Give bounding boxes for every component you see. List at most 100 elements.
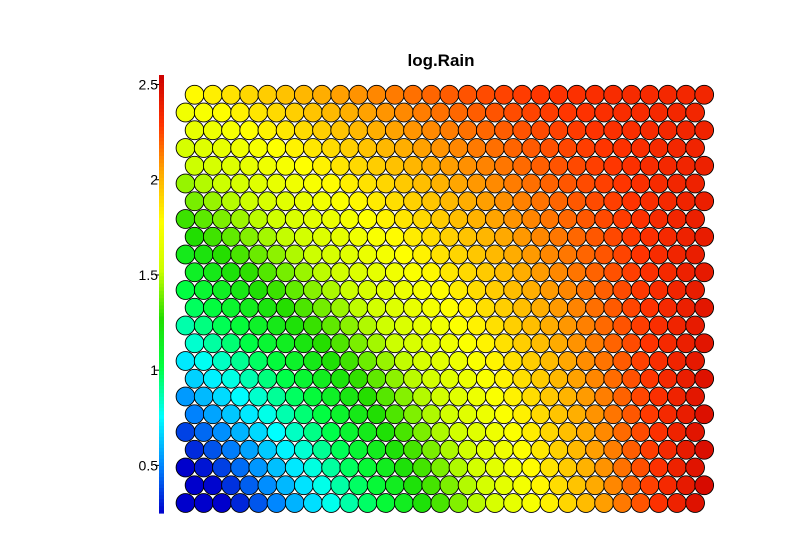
hex-cell bbox=[212, 244, 232, 265]
hex-cell bbox=[184, 475, 205, 496]
hex-cell bbox=[694, 297, 715, 318]
hex-cell bbox=[621, 120, 642, 141]
colorbar-segment bbox=[159, 118, 164, 124]
colorbar-segment bbox=[159, 210, 164, 215]
hex-cell bbox=[448, 315, 469, 336]
colorbar-tick-label: 1 bbox=[150, 362, 158, 378]
hex-cell bbox=[321, 422, 341, 442]
colorbar-segment bbox=[159, 348, 164, 353]
hex-cell bbox=[621, 404, 642, 425]
hex-cell bbox=[412, 386, 432, 407]
hex-cell bbox=[357, 138, 378, 158]
hex-cell bbox=[284, 422, 305, 442]
hex-cell bbox=[412, 209, 432, 229]
hex-cell bbox=[576, 386, 596, 407]
hex-cell bbox=[184, 191, 205, 212]
hex-cell bbox=[448, 386, 469, 407]
hex-cell bbox=[485, 422, 505, 442]
colorbar-segment bbox=[159, 472, 164, 478]
hex-cell bbox=[530, 84, 551, 105]
hex-cell bbox=[603, 262, 624, 283]
colorbar-segment bbox=[159, 341, 164, 346]
hex-cell bbox=[275, 439, 296, 460]
hex-cell bbox=[266, 280, 287, 300]
hex-cell bbox=[485, 280, 505, 300]
hex-cell bbox=[366, 191, 387, 212]
hex-cell bbox=[475, 368, 496, 389]
hex-cell bbox=[266, 244, 287, 265]
hex-cell bbox=[202, 475, 223, 496]
hex-cell bbox=[685, 457, 705, 478]
hex-cell bbox=[330, 368, 351, 389]
hex-cell bbox=[512, 262, 533, 283]
hex-cell bbox=[603, 191, 624, 212]
hex-cell bbox=[202, 262, 223, 283]
hex-cell bbox=[348, 368, 369, 389]
hex-cell bbox=[639, 439, 660, 460]
colorbar-segment bbox=[159, 403, 164, 408]
hex-cell bbox=[603, 297, 624, 318]
colorbar-segment bbox=[159, 374, 164, 379]
hex-cell bbox=[566, 439, 587, 460]
hex-cell bbox=[630, 422, 651, 442]
hex-cell bbox=[230, 280, 250, 300]
hex-cell bbox=[557, 173, 578, 194]
hex-cell bbox=[667, 493, 687, 513]
hex-cell bbox=[303, 244, 323, 265]
hex-cell bbox=[503, 351, 523, 371]
colorbar-segment bbox=[159, 294, 164, 299]
hex-cell bbox=[657, 368, 678, 389]
colorbar-segment bbox=[159, 330, 164, 335]
hex-cell bbox=[248, 244, 269, 265]
hex-cell bbox=[676, 226, 696, 247]
hex-cell bbox=[576, 457, 596, 478]
hex-cell bbox=[230, 493, 250, 513]
colorbar-segment bbox=[159, 421, 164, 426]
hex-cell bbox=[175, 457, 196, 478]
hex-cell bbox=[530, 120, 551, 141]
hex-cell bbox=[193, 493, 214, 513]
colorbar-segment bbox=[159, 297, 164, 302]
hex-cell bbox=[303, 280, 323, 300]
hex-cell bbox=[430, 457, 451, 478]
hex-cell bbox=[394, 209, 414, 229]
hex-cell bbox=[603, 84, 624, 105]
hex-cell bbox=[193, 280, 214, 300]
colorbar-segment bbox=[159, 337, 164, 343]
hex-cell bbox=[403, 475, 423, 496]
hex-cell bbox=[594, 138, 614, 158]
hex-cell bbox=[394, 315, 414, 336]
hex-cell bbox=[303, 493, 323, 513]
hex-cell bbox=[594, 493, 614, 513]
colorbar-segment bbox=[159, 268, 164, 273]
colorbar-segment bbox=[159, 104, 164, 109]
hex-cell bbox=[403, 439, 423, 460]
hex-cell bbox=[621, 191, 642, 212]
hex-cell bbox=[494, 120, 514, 141]
hex-cell bbox=[230, 173, 250, 194]
hex-cell bbox=[412, 173, 432, 194]
hex-cell bbox=[521, 386, 542, 407]
colorbar-segment bbox=[159, 476, 164, 481]
hex-cell bbox=[548, 404, 569, 425]
hex-cell bbox=[312, 226, 332, 247]
hex-cell bbox=[193, 351, 214, 371]
hex-cell bbox=[348, 84, 369, 105]
hex-cell bbox=[257, 191, 278, 212]
hex-cell bbox=[339, 138, 360, 158]
hex-cell bbox=[339, 351, 360, 371]
hex-cell bbox=[357, 386, 378, 407]
hex-cell bbox=[466, 457, 487, 478]
hex-cell bbox=[448, 173, 469, 194]
hex-cell bbox=[694, 120, 715, 141]
colorbar-segment bbox=[159, 315, 164, 321]
colorbar-segment bbox=[159, 323, 164, 328]
hex-cell bbox=[612, 102, 633, 123]
hex-cell bbox=[594, 315, 614, 336]
hex-cell bbox=[384, 84, 405, 105]
hex-cell bbox=[293, 439, 314, 460]
hex-cell bbox=[630, 209, 651, 229]
hex-cell bbox=[603, 155, 624, 176]
hex-cell bbox=[585, 155, 605, 176]
hex-cell bbox=[221, 368, 241, 389]
